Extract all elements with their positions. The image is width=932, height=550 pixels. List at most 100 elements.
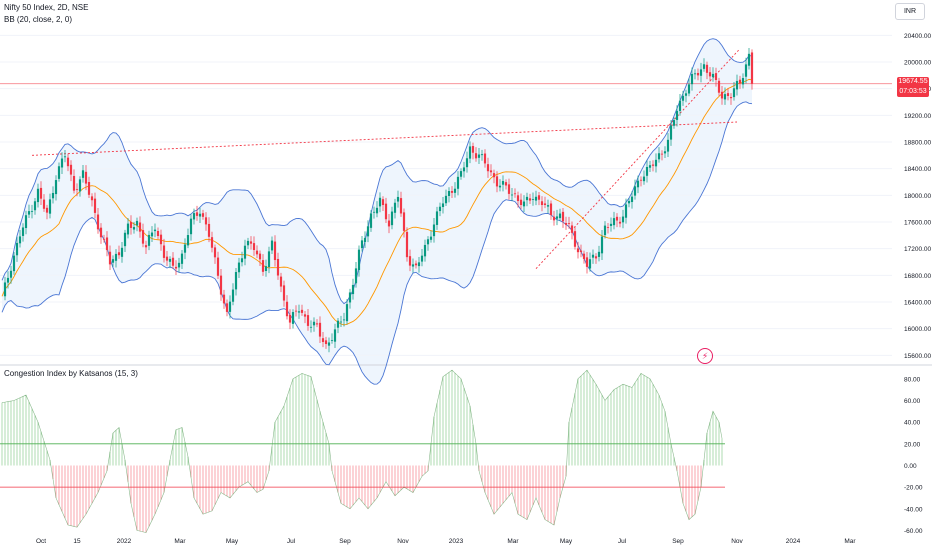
- symbol-title[interactable]: Nifty 50 Index, 2D, NSE: [4, 3, 89, 12]
- time-axis-tick: Mar: [174, 538, 186, 545]
- candle-body: [384, 203, 388, 220]
- candle-body: [576, 248, 580, 253]
- time-axis-tick: Nov: [731, 538, 743, 545]
- time-axis-tick: 2024: [786, 538, 801, 545]
- oscillator-axis-tick: 60.00: [904, 398, 921, 405]
- candle-body: [273, 241, 277, 261]
- candle-body: [18, 236, 22, 244]
- candle-body: [249, 241, 253, 244]
- price-axis-tick: 17600.00: [904, 220, 931, 227]
- candle-body: [102, 238, 106, 240]
- oscillator-legend[interactable]: Congestion Index by Katsanos (15, 3): [4, 369, 138, 378]
- candle-body: [432, 224, 436, 237]
- candle-body: [630, 196, 634, 202]
- candle-body: [657, 153, 661, 160]
- candle-body: [588, 259, 592, 269]
- candle-body: [306, 315, 310, 326]
- candle-body: [426, 239, 430, 245]
- candle-body: [501, 181, 505, 185]
- candle-body: [729, 97, 733, 99]
- time-axis-tick: Jul: [618, 538, 627, 545]
- candle-body: [471, 146, 475, 153]
- candle-body: [12, 255, 16, 272]
- candle-body: [645, 166, 649, 176]
- candle-body: [636, 180, 640, 188]
- candle-body: [486, 164, 490, 172]
- candle-body: [333, 329, 337, 342]
- candle-body: [711, 73, 715, 78]
- oscillator-axis-tick: -20.00: [904, 485, 923, 492]
- candle-body: [48, 199, 52, 214]
- time-axis-tick: Oct: [36, 538, 46, 545]
- oscillator-axis-tick: 80.00: [904, 376, 921, 383]
- time-axis-tick: Jul: [287, 538, 296, 545]
- candle-body: [750, 52, 754, 84]
- candle-body: [177, 262, 181, 268]
- candle-body: [531, 199, 535, 200]
- price-axis-tick: 18400.00: [904, 166, 931, 173]
- candle-body: [168, 258, 172, 262]
- candle-body: [633, 186, 637, 196]
- candle-body: [162, 245, 166, 258]
- candle-body: [201, 213, 205, 217]
- price-axis-tick: 19200.00: [904, 113, 931, 120]
- candle-body: [621, 216, 625, 223]
- candle-body: [735, 80, 739, 90]
- last-price-value: 19674.55: [898, 78, 928, 85]
- candle-body: [741, 78, 745, 85]
- candle-body: [702, 64, 706, 69]
- candle-body: [270, 240, 274, 251]
- bb-upper-line: [1, 38, 753, 305]
- candle-body: [345, 304, 349, 322]
- candle-body: [618, 221, 622, 224]
- last-price-tag: 19674.55 07:03:53: [897, 77, 929, 97]
- candle-body: [411, 264, 415, 267]
- candle-body: [705, 64, 709, 73]
- candle-body: [45, 207, 49, 213]
- candle-body: [387, 220, 391, 227]
- candle-body: [27, 211, 31, 215]
- candle-body: [453, 188, 457, 193]
- price-axis-tick: 18000.00: [904, 193, 931, 200]
- candle-body: [342, 319, 346, 321]
- price-axis-tick: 15600.00: [904, 353, 931, 360]
- candle-body: [477, 154, 481, 158]
- bb-basis-line: [1, 78, 753, 326]
- currency-button[interactable]: INR: [895, 3, 925, 20]
- lightning-bolt-icon[interactable]: ⚡: [697, 348, 713, 364]
- candle-body: [420, 255, 424, 262]
- candle-body: [165, 256, 169, 261]
- time-axis-tick: Sep: [339, 538, 351, 545]
- bb-lower-line: [1, 101, 753, 385]
- candle-body: [261, 260, 265, 272]
- bb-indicator-legend[interactable]: BB (20, close, 2, 0): [4, 15, 73, 24]
- candle-body: [210, 237, 214, 248]
- candle-body: [450, 190, 454, 193]
- candle-body: [84, 171, 88, 184]
- candle-body: [651, 164, 655, 166]
- candle-body: [267, 251, 271, 268]
- candle-body: [312, 321, 316, 326]
- candle-body: [240, 258, 244, 263]
- candle-body: [612, 218, 616, 226]
- candle-body: [351, 284, 355, 295]
- price-axis-tick: 20000.00: [904, 60, 931, 67]
- candle-body: [105, 237, 109, 251]
- candle-body: [462, 167, 466, 172]
- candle-body: [483, 153, 487, 164]
- candle-body: [690, 73, 694, 85]
- candle-body: [87, 182, 91, 195]
- candle-body: [423, 244, 427, 257]
- candle-body: [123, 232, 127, 247]
- candle-body: [546, 205, 550, 207]
- candle-body: [258, 253, 262, 260]
- price-axis-tick: 18800.00: [904, 140, 931, 147]
- candle-body: [534, 196, 538, 201]
- candle-body: [174, 266, 178, 269]
- candle-body: [354, 268, 358, 284]
- candle-body: [699, 69, 703, 76]
- candle-body: [285, 301, 289, 317]
- candle-body: [708, 72, 712, 77]
- candle-body: [600, 236, 604, 254]
